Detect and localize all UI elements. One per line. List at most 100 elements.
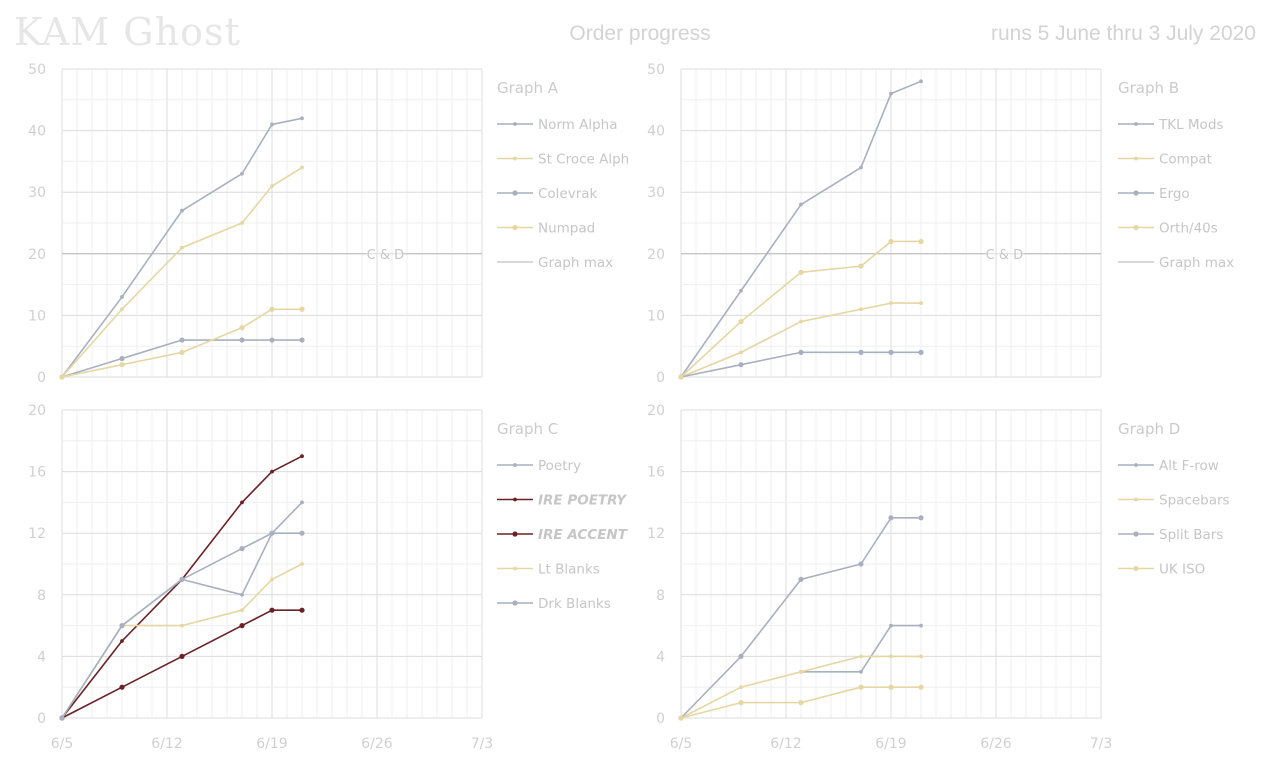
graph-title: Graph A (497, 79, 559, 97)
series-line-2 (680, 302, 921, 378)
legend-label: Orth/40s (1159, 221, 1218, 237)
data-point (859, 165, 863, 170)
gridlines (680, 409, 1102, 719)
data-point (889, 301, 893, 305)
data-point (240, 500, 244, 505)
x-tick-label: 7/3 (1090, 736, 1113, 752)
data-point (888, 349, 894, 355)
legend-label: Graph max (538, 255, 613, 271)
y-tick-label: 30 (28, 185, 46, 201)
series-line-3 (680, 516, 921, 719)
series-line-2 (61, 455, 303, 719)
y-tick-label: 4 (656, 649, 665, 665)
legend-marker (1133, 224, 1139, 231)
y-tick-label: 50 (647, 62, 665, 78)
data-point (798, 269, 804, 275)
x-tick-label: 6/26 (361, 736, 393, 752)
legend-item: Compat (1118, 152, 1212, 168)
legend-item: Split Bars (1118, 527, 1223, 543)
legend-marker (513, 497, 517, 502)
legend-item: St Croce Alph (497, 152, 629, 168)
legend-item: Graph max (1118, 255, 1234, 271)
legend-label: Compat (1159, 152, 1212, 168)
data-point (918, 238, 924, 245)
data-point (738, 653, 744, 660)
data-point (300, 500, 304, 505)
data-point (919, 301, 923, 305)
legend-label: IRE ACCENT (538, 527, 629, 543)
graph-title: Graph B (1118, 79, 1179, 97)
data-point (799, 202, 803, 207)
date-range-subtitle: runs 5 June thru 3 July 2020 (990, 22, 1256, 45)
data-point (120, 307, 124, 312)
y-tick-label: 0 (656, 711, 665, 727)
brand-logo: KAM Ghost (14, 10, 241, 54)
data-point (269, 337, 275, 343)
legend-item: Lt Blanks (497, 562, 600, 578)
series-line-3 (680, 351, 921, 378)
series-line-4 (61, 308, 302, 378)
data-point (179, 349, 185, 355)
data-point (799, 319, 803, 324)
legend-label: St Croce Alph (538, 152, 629, 168)
reference-label: C & D (367, 248, 405, 263)
data-point (858, 263, 864, 269)
y-tick-label: 12 (28, 526, 46, 542)
data-point (180, 208, 184, 213)
series-line-3 (61, 609, 302, 719)
data-point (738, 318, 744, 325)
legend-marker (512, 190, 518, 196)
data-point (889, 654, 893, 659)
data-point (239, 546, 245, 552)
data-point (270, 184, 274, 188)
legend-item: UK ISO (1118, 562, 1205, 578)
y-tick-label: 40 (28, 124, 46, 140)
legend-marker (1134, 122, 1138, 126)
data-point (738, 700, 744, 706)
y-tick-label: 16 (28, 465, 46, 481)
reference-label: C & D (986, 248, 1024, 263)
data-point (798, 700, 804, 706)
legend-label: Drk Blanks (538, 596, 611, 612)
chart-4: 0 4 8 12 16 20 6/5 6/12 6/19 6/26 7/3 Graph D Alt F-… (647, 403, 1229, 752)
data-point (179, 337, 185, 343)
legend-label: Alt F-row (1159, 458, 1219, 474)
data-point (888, 684, 894, 690)
legend-marker (513, 463, 517, 467)
data-point (270, 577, 274, 582)
data-point (119, 355, 125, 362)
data-point (919, 623, 923, 628)
data-point (119, 684, 125, 690)
legend-marker (1133, 190, 1139, 196)
legend-marker (1133, 565, 1139, 572)
data-point (300, 454, 304, 459)
gridlines (680, 68, 1102, 378)
legend-item: Colevrak (497, 186, 598, 202)
data-point (270, 122, 274, 127)
y-tick-label: 30 (647, 185, 665, 201)
data-point (798, 576, 804, 583)
legend-marker (513, 566, 517, 571)
data-point (269, 530, 275, 536)
data-point (120, 295, 124, 299)
series-line-1 (61, 117, 303, 378)
data-point (918, 684, 924, 690)
legend-item: Spacebars (1118, 493, 1230, 509)
gridlines (61, 409, 483, 719)
data-point (300, 165, 304, 170)
data-point (239, 337, 245, 343)
data-point (240, 608, 244, 613)
y-tick-label: 10 (28, 308, 46, 324)
legend-label: Lt Blanks (538, 562, 600, 578)
x-tick-label: 6/5 (51, 736, 74, 752)
y-tick-label: 0 (37, 370, 46, 386)
graph-title: Graph D (1118, 420, 1180, 438)
data-point (919, 654, 923, 659)
graph-title: Graph C (497, 420, 558, 438)
y-tick-label: 8 (37, 588, 46, 604)
data-point (180, 245, 184, 250)
data-point (269, 607, 275, 613)
legend-label: UK ISO (1159, 562, 1205, 578)
y-tick-label: 20 (647, 247, 665, 263)
legend-item: Orth/40s (1118, 221, 1218, 237)
